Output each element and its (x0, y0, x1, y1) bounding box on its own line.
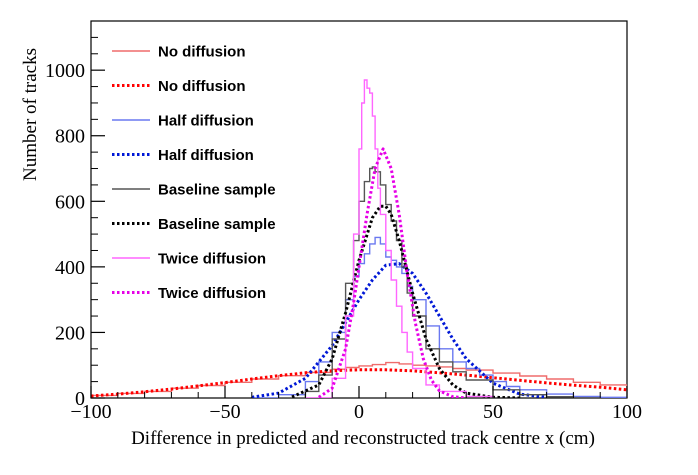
series-line-twice-diffusion-hist (305, 79, 494, 398)
series-layer (91, 79, 627, 398)
y-tick-label: 400 (55, 257, 85, 279)
legend-label: Twice diffusion (158, 251, 266, 268)
legend-label: Twice diffusion (158, 285, 266, 302)
series-line-twice-diffusion-fit (317, 147, 467, 398)
legend-item: Twice diffusion (112, 251, 266, 268)
y-tick-label: 0 (75, 388, 85, 410)
legend: No diffusion No diffusion Half diffusion Ha… (112, 44, 276, 302)
series-line-baseline-sample-fit (291, 204, 520, 398)
legend-item: Baseline sample (112, 216, 276, 233)
x-tick-label: 0 (354, 401, 364, 423)
legend-item: Baseline sample (112, 182, 276, 199)
x-axis-label: Difference in predicted and reconstructe… (131, 428, 595, 449)
legend-item: No diffusion (112, 78, 245, 95)
legend-label: No diffusion (158, 78, 245, 95)
x-tick-label: −100 (70, 401, 111, 423)
x-tick-label: 100 (612, 401, 642, 423)
series-line-half-diffusion-hist (251, 236, 627, 398)
x-tick-label: 50 (483, 401, 503, 423)
y-tick-label: 200 (55, 322, 85, 344)
x-tick-label: −50 (209, 401, 240, 423)
legend-item: Twice diffusion (112, 285, 266, 302)
legend-label: Baseline sample (158, 216, 276, 233)
legend-item: No diffusion (112, 44, 245, 61)
legend-label: Half diffusion (158, 147, 254, 164)
y-tick-label: 600 (55, 191, 85, 213)
series-line-half-diffusion-fit (251, 262, 547, 398)
y-axis-label: Number of tracks (20, 48, 41, 181)
legend-item: Half diffusion (112, 113, 254, 130)
y-tick-label: 800 (55, 126, 85, 148)
series-line-baseline-sample-hist (278, 166, 575, 398)
legend-label: Half diffusion (158, 113, 254, 130)
legend-label: Baseline sample (158, 182, 276, 199)
y-tick-label: 1000 (45, 60, 85, 82)
legend-label: No diffusion (158, 44, 245, 61)
legend-item: Half diffusion (112, 147, 254, 164)
